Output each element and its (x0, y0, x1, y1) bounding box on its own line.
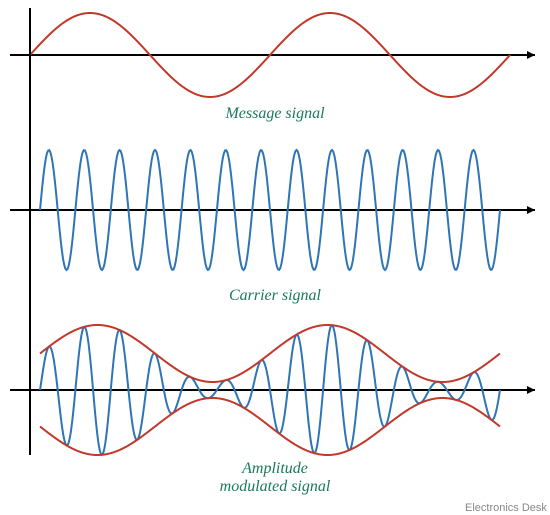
attribution-text: Electronics Desk (465, 502, 547, 514)
carrier-signal-label: Carrier signal (0, 287, 550, 305)
am-signal-label: Amplitudemodulated signal (0, 460, 550, 496)
signal-plot (0, 0, 550, 515)
message-signal-label: Message signal (0, 105, 550, 123)
am-diagram: Message signal Carrier signal Amplitudem… (0, 0, 550, 515)
